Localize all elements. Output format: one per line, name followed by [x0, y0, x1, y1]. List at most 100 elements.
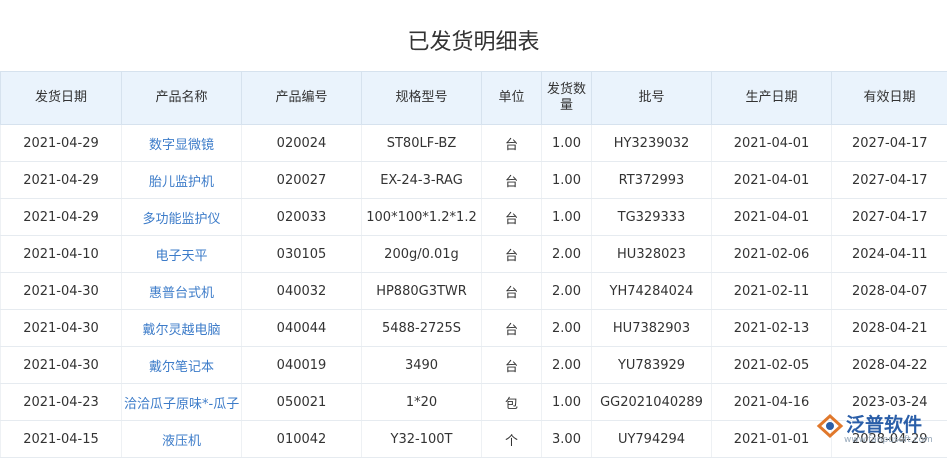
- table-cell: 个: [482, 421, 542, 458]
- table-cell: 包: [482, 384, 542, 421]
- table-cell: 1.00: [542, 199, 592, 236]
- table-cell: 010042: [242, 421, 362, 458]
- table-cell: 1.00: [542, 162, 592, 199]
- table-cell: 2028-04-21: [832, 310, 947, 347]
- table-cell: 020027: [242, 162, 362, 199]
- table-cell: HU7382903: [592, 310, 712, 347]
- table-cell: 200g/0.01g: [362, 236, 482, 273]
- page-title: 已发货明细表: [0, 24, 947, 56]
- table-cell: 台: [482, 236, 542, 273]
- product-name: 电子天平: [122, 236, 242, 273]
- table-cell: 030105: [242, 236, 362, 273]
- column-header: 单位: [482, 72, 542, 125]
- table-cell: 2.00: [542, 310, 592, 347]
- table-cell: 100*100*1.2*1.2: [362, 199, 482, 236]
- table-cell: 2027-04-17: [832, 125, 947, 162]
- table-cell: 050021: [242, 384, 362, 421]
- table-cell: 2021-02-05: [712, 347, 832, 384]
- table-cell: YH74284024: [592, 273, 712, 310]
- table-cell: HU328023: [592, 236, 712, 273]
- header-row: 发货日期产品名称产品编号规格型号单位发货数量批号生产日期有效日期: [1, 72, 947, 125]
- table-cell: 1.00: [542, 125, 592, 162]
- table-cell: 2021-04-01: [712, 199, 832, 236]
- table-cell: 台: [482, 273, 542, 310]
- table-cell: 2027-04-17: [832, 162, 947, 199]
- product-name: 数字显微镜: [122, 125, 242, 162]
- table-cell: 2.00: [542, 236, 592, 273]
- table-cell: 2021-04-15: [1, 421, 122, 458]
- table-cell: 2021-04-01: [712, 162, 832, 199]
- table-cell: 2021-04-29: [1, 125, 122, 162]
- product-name: 胎儿监护机: [122, 162, 242, 199]
- product-name: 戴尔笔记本: [122, 347, 242, 384]
- table-cell: Y32-100T: [362, 421, 482, 458]
- table-cell: 3490: [362, 347, 482, 384]
- table-cell: 台: [482, 125, 542, 162]
- column-header: 批号: [592, 72, 712, 125]
- table-cell: 2021-04-29: [1, 199, 122, 236]
- table-cell: 2028-04-22: [832, 347, 947, 384]
- table-cell: 2028-04-07: [832, 273, 947, 310]
- product-name: 惠普台式机: [122, 273, 242, 310]
- column-header: 发货日期: [1, 72, 122, 125]
- table-cell: 040032: [242, 273, 362, 310]
- url: www.fanpusoft.com: [844, 435, 933, 445]
- column-header: 生产日期: [712, 72, 832, 125]
- table-cell: 2027-04-17: [832, 199, 947, 236]
- table-cell: 2021-04-30: [1, 310, 122, 347]
- column-header: 发货数量: [542, 72, 592, 125]
- table-cell: UY794294: [592, 421, 712, 458]
- table-cell: ST80LF-BZ: [362, 125, 482, 162]
- table-cell: 2021-02-06: [712, 236, 832, 273]
- watermark: 泛普软件 www.fanpusoft.com: [816, 408, 946, 453]
- column-header: 有效日期: [832, 72, 947, 125]
- table-cell: 台: [482, 162, 542, 199]
- product-name: 洽洽瓜子原味*-瓜子: [122, 384, 242, 421]
- shipment-table: 发货日期产品名称产品编号规格型号单位发货数量批号生产日期有效日期 2021-04…: [0, 71, 947, 458]
- table-cell: 2021-02-11: [712, 273, 832, 310]
- table-cell: 2024-04-11: [832, 236, 947, 273]
- product-name: 多功能监护仪: [122, 199, 242, 236]
- table-cell: 台: [482, 199, 542, 236]
- table-cell: 2021-04-30: [1, 347, 122, 384]
- table-cell: 2.00: [542, 273, 592, 310]
- brand: 泛普软件: [846, 410, 922, 437]
- table-cell: 2021-04-01: [712, 125, 832, 162]
- product-name: 液压机: [122, 421, 242, 458]
- table-cell: 2021-04-30: [1, 273, 122, 310]
- table-cell: TG329333: [592, 199, 712, 236]
- table-cell: HY3239032: [592, 125, 712, 162]
- product-name: 戴尔灵越电脑: [122, 310, 242, 347]
- table-cell: 5488-2725S: [362, 310, 482, 347]
- table-cell: 020024: [242, 125, 362, 162]
- table-cell: RT372993: [592, 162, 712, 199]
- column-header: 规格型号: [362, 72, 482, 125]
- column-header: 产品名称: [122, 72, 242, 125]
- table-cell: HP880G3TWR: [362, 273, 482, 310]
- table-cell: YU783929: [592, 347, 712, 384]
- table-cell: 2.00: [542, 347, 592, 384]
- table-cell: 2021-04-10: [1, 236, 122, 273]
- logo: [816, 412, 844, 440]
- table-cell: 040019: [242, 347, 362, 384]
- table-cell: 2021-02-13: [712, 310, 832, 347]
- table-cell: EX-24-3-RAG: [362, 162, 482, 199]
- table-cell: 020033: [242, 199, 362, 236]
- table-cell: 040044: [242, 310, 362, 347]
- table-cell: 台: [482, 310, 542, 347]
- table-cell: 1*20: [362, 384, 482, 421]
- table-cell: 2021-04-29: [1, 162, 122, 199]
- column-header: 产品编号: [242, 72, 362, 125]
- table-cell: 1.00: [542, 384, 592, 421]
- table-cell: 台: [482, 347, 542, 384]
